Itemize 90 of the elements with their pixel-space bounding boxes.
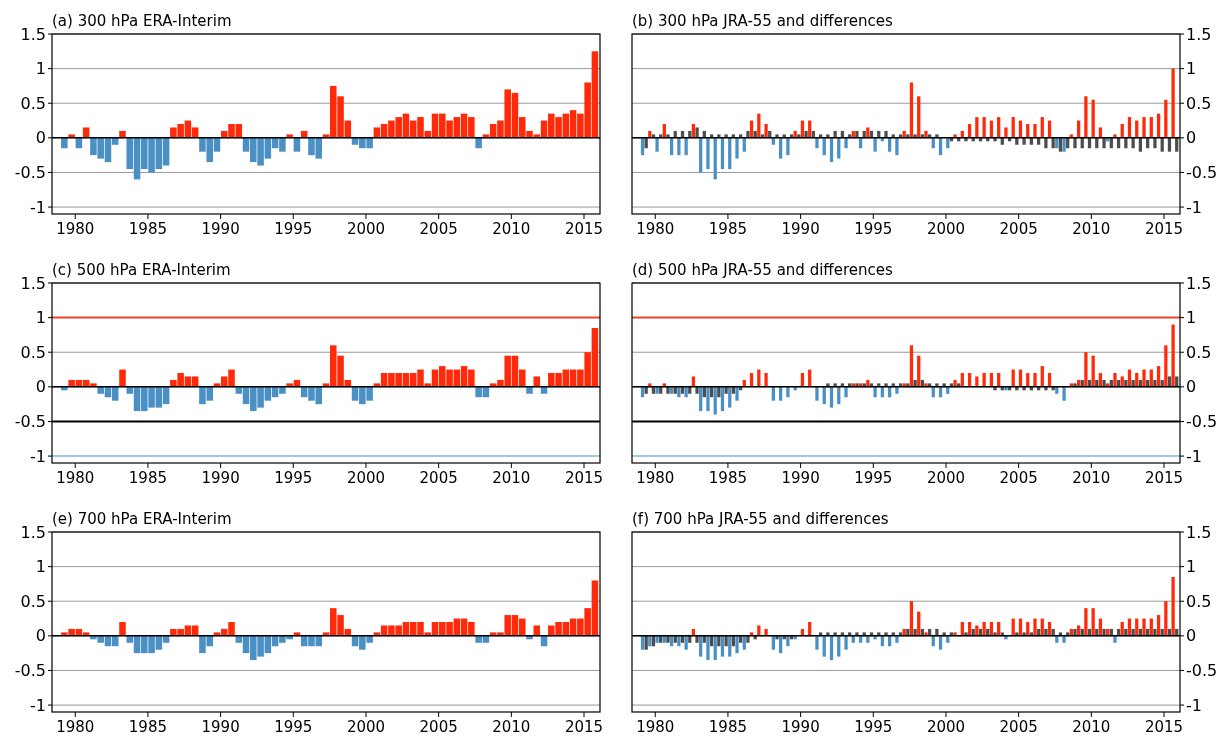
x-tick-label: 1980 [636, 469, 675, 487]
x-tick-label: 2005 [419, 718, 458, 736]
x-tick-label: 2000 [926, 220, 966, 238]
y-tick-label: -1 [30, 197, 46, 217]
chart-title: (c) 500 hPa ERA-Interim [52, 261, 231, 279]
x-tick-label: 2015 [1144, 469, 1184, 487]
x-tick-label: 2010 [1072, 220, 1111, 238]
y-tick-label: -1 [1186, 446, 1202, 466]
y-tick-label: 1 [1186, 308, 1197, 328]
y-tick-label: -0.5 [1186, 163, 1218, 183]
x-tick-label: 2005 [999, 718, 1038, 736]
x-tick-label: 2015 [1144, 718, 1184, 736]
x-tick-label: 2000 [346, 718, 386, 736]
x-tick-label: 2010 [492, 220, 531, 238]
x-tick-label: 1995 [854, 220, 893, 238]
y-tick-label: -0.5 [14, 661, 46, 681]
y-tick-label: -0.5 [1186, 661, 1218, 681]
y-tick-label: 0 [1186, 377, 1197, 397]
x-tick-label: 2010 [1072, 718, 1111, 736]
y-tick-label: 1 [35, 308, 46, 328]
x-tick-label: 1990 [781, 469, 820, 487]
x-tick-label: 1980 [56, 220, 95, 238]
y-tick-label: -0.5 [14, 412, 46, 432]
x-tick-label: 1995 [854, 718, 893, 736]
chart-title: (d) 500 hPa JRA-55 and differences [632, 261, 893, 279]
y-tick-label: -1 [1186, 197, 1202, 217]
x-tick-label: 2015 [564, 718, 604, 736]
chart-title: (b) 300 hPa JRA-55 and differences [632, 12, 893, 30]
y-tick-label: 1 [1186, 59, 1197, 79]
x-tick-label: 1990 [201, 718, 240, 736]
x-tick-label: 1990 [201, 220, 240, 238]
y-tick-label: 1.5 [1186, 522, 1212, 542]
x-tick-label: 1995 [274, 469, 313, 487]
x-tick-label: 1995 [274, 220, 313, 238]
y-tick-label: 0 [1186, 128, 1197, 148]
chart-title: (e) 700 hPa ERA-Interim [52, 510, 232, 528]
y-tick-label: -1 [30, 446, 46, 466]
y-tick-label: 1 [35, 59, 46, 79]
y-tick-label: 0 [35, 626, 46, 646]
x-tick-label: 1980 [56, 469, 95, 487]
x-tick-label: 1995 [274, 718, 313, 736]
x-tick-label: 2015 [564, 220, 604, 238]
y-tick-label: 1 [35, 557, 46, 577]
x-tick-label: 2005 [999, 469, 1038, 487]
x-tick-label: 2010 [492, 469, 531, 487]
y-tick-label: 1.5 [20, 24, 46, 44]
x-tick-label: 1990 [781, 718, 820, 736]
y-tick-label: 1.5 [1186, 273, 1212, 293]
x-tick-label: 1985 [708, 718, 748, 736]
y-tick-label: 0.5 [1186, 342, 1212, 362]
y-tick-label: 0.5 [1186, 591, 1212, 611]
y-tick-label: 0.5 [20, 591, 46, 611]
x-tick-label: 1980 [636, 220, 675, 238]
y-tick-label: 0 [35, 128, 46, 148]
x-tick-label: 2005 [419, 469, 458, 487]
y-tick-label: 0 [1186, 626, 1197, 646]
x-tick-label: 1990 [781, 220, 820, 238]
y-tick-label: 1 [1186, 557, 1197, 577]
y-tick-label: 1.5 [20, 273, 46, 293]
x-tick-label: 1985 [128, 469, 168, 487]
x-tick-label: 2015 [1144, 220, 1184, 238]
x-tick-label: 1980 [636, 718, 675, 736]
x-tick-label: 1985 [128, 220, 168, 238]
y-tick-label: -0.5 [1186, 412, 1218, 432]
x-tick-label: 1985 [708, 220, 748, 238]
x-tick-label: 1995 [854, 469, 893, 487]
x-tick-label: 1985 [708, 469, 748, 487]
y-tick-label: 1.5 [1186, 24, 1212, 44]
chart-title: (a) 300 hPa ERA-Interim [52, 12, 232, 30]
x-tick-label: 1990 [201, 469, 240, 487]
y-tick-label: 0.5 [1186, 93, 1212, 113]
x-tick-label: 2005 [999, 220, 1038, 238]
x-tick-label: 2000 [926, 469, 966, 487]
y-tick-label: -0.5 [14, 163, 46, 183]
x-tick-label: 2000 [346, 220, 386, 238]
y-tick-label: 1.5 [20, 522, 46, 542]
x-tick-label: 1985 [128, 718, 168, 736]
y-tick-label: 0.5 [20, 342, 46, 362]
y-tick-label: -1 [1186, 695, 1202, 715]
x-tick-label: 2000 [926, 718, 966, 736]
x-tick-label: 2000 [346, 469, 386, 487]
y-tick-label: -1 [30, 695, 46, 715]
x-tick-label: 2005 [419, 220, 458, 238]
y-tick-label: 0.5 [20, 93, 46, 113]
y-tick-label: 0 [35, 377, 46, 397]
x-tick-label: 2015 [564, 469, 604, 487]
x-tick-label: 2010 [492, 718, 531, 736]
chart-title: (f) 700 hPa JRA-55 and differences [632, 510, 889, 528]
x-tick-label: 2010 [1072, 469, 1111, 487]
x-tick-label: 1980 [56, 718, 95, 736]
